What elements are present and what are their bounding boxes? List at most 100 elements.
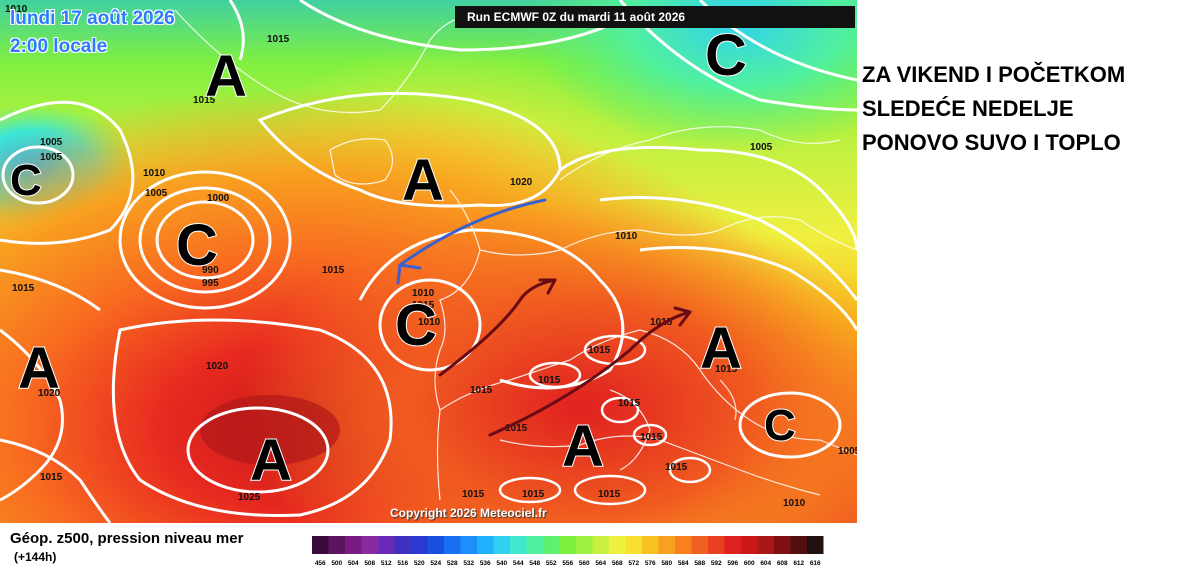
scale-swatch [741,536,758,554]
headline: ZA VIKEND I POČETKOM SLEDEĆE NEDELJE PON… [862,58,1192,160]
isobar-label: 1000 [207,193,230,204]
weather-map: 1010 1015 1015 1005 1005 1010 1005 1000 … [0,0,857,523]
scale-tick-label: 600 [744,560,755,567]
isobar-label: 1015 [462,489,485,500]
isobar-label: 1020 [38,388,61,399]
scale-swatch [724,536,741,554]
high-pressure-letter: A [562,414,604,479]
isobar-label: 1010 [783,498,806,509]
isobar-label: 995 [202,278,219,289]
scale-swatch [675,536,692,554]
map-canvas: 1010 1015 1015 1005 1005 1010 1005 1000 … [0,0,857,523]
isobar-label: 1005 [40,137,63,148]
scale-swatch [427,536,444,554]
copyright-text: Copyright 2026 Meteociel.fr [390,506,547,520]
low-pressure-letter: C [705,23,747,88]
isobar-label: 1005 [145,188,168,199]
blue-arrow [396,198,547,285]
scale-swatch [394,536,411,554]
scale-tick-label: 612 [793,560,804,567]
model-run-label: Run ECMWF 0Z du mardi 11 août 2026 [455,6,855,28]
scale-tick-label: 536 [480,560,491,567]
scale-tick-label: 544 [513,560,524,567]
high-pressure-letter: A [18,336,60,401]
high-pressure-letter: A [402,148,444,213]
isobar-label: 1015 [588,345,611,356]
isobar-label: 1015 [40,472,63,483]
isobar-label: 1015 [538,375,561,386]
high-pressure-letter: A [250,428,292,493]
map-caption-subtitle: (+144h) [14,550,57,564]
isobar-label: 1015 [522,489,545,500]
isobar-label: 1025 [238,492,261,503]
isobar-label: 1015 [267,34,290,45]
low-pressure-letter: C [10,156,42,205]
scale-tick-label: 616 [810,560,821,567]
scale-swatch [559,536,576,554]
scale-swatch [378,536,395,554]
isobar-label: 1010 [5,4,28,15]
scale-swatch [444,536,461,554]
scale-swatch [345,536,362,554]
scale-swatch [807,536,824,554]
isobar-label: 990 [202,265,219,276]
headline-line-1: ZA VIKEND I POČETKOM [862,62,1126,87]
scale-tick-label: 588 [694,560,705,567]
scale-tick-label: 516 [397,560,408,567]
high-pressure-letter: A [205,44,247,109]
scale-tick-label: 556 [562,560,573,567]
pressure-centers: A C C C A A C A A A C [9,22,797,494]
scale-tick-label: 596 [727,560,738,567]
color-scale: 456 500 504 508 512 516 520 524 528 532 536 540 544 5… [312,536,824,567]
headline-line-2: SLEDEĆE NEDELJE [862,96,1074,121]
scale-swatch [493,536,510,554]
scale-swatch [411,536,428,554]
isobar-labels: 1010 1015 1015 1005 1005 1010 1005 1000 … [5,4,857,509]
scale-swatch [361,536,378,554]
isobar-label: 1010 [143,168,166,179]
isobar-label: 1015 [598,489,621,500]
isobar-label: 1015 [640,432,663,443]
coastlines [174,9,857,501]
scale-swatch [312,536,329,554]
scale-tick-label: 608 [777,560,788,567]
scale-tick-label: 604 [760,560,771,567]
isobar-label: 1005 [750,142,773,153]
scale-swatch [477,536,494,554]
isobar-label: 1020 [206,361,229,372]
scale-swatch [642,536,659,554]
isobar-label: 1015 [322,265,345,276]
isobar-label: 1015 [470,385,493,396]
isobar-label: 1010 [615,231,638,242]
scale-swatch [460,536,477,554]
scale-tick-label: 540 [496,560,507,567]
scale-swatch [708,536,725,554]
scale-swatch [510,536,527,554]
scale-swatch [526,536,543,554]
scale-tick-label: 564 [595,560,606,567]
scale-swatch [576,536,593,554]
scale-swatch [757,536,774,554]
scale-tick-label: 528 [447,560,458,567]
scale-tick-label: 592 [711,560,722,567]
scale-swatch [328,536,345,554]
isobar-label: 1020 [510,177,533,188]
high-pressure-letter: A [700,316,742,381]
isobar-label: 1015 [193,95,216,106]
scale-tick-label: 508 [364,560,375,567]
scale-tick-label: 580 [661,560,672,567]
isobar-label: 1015 [618,398,641,409]
low-pressure-letter: C [764,401,796,450]
dark-red-arrow-north [438,278,557,377]
scale-swatch [609,536,626,554]
map-caption-title: Géop. z500, pression niveau mer [10,530,244,547]
isobar-label: 1015 [505,423,528,434]
scale-swatch [790,536,807,554]
scale-swatch [592,536,609,554]
scale-tick-label: 532 [463,560,474,567]
scale-swatch [625,536,642,554]
isobar-label: 1010 [412,288,435,299]
forecast-time: 2:00 locale [10,36,108,57]
scale-tick-label: 568 [612,560,623,567]
scale-tick-label: 500 [331,560,342,567]
